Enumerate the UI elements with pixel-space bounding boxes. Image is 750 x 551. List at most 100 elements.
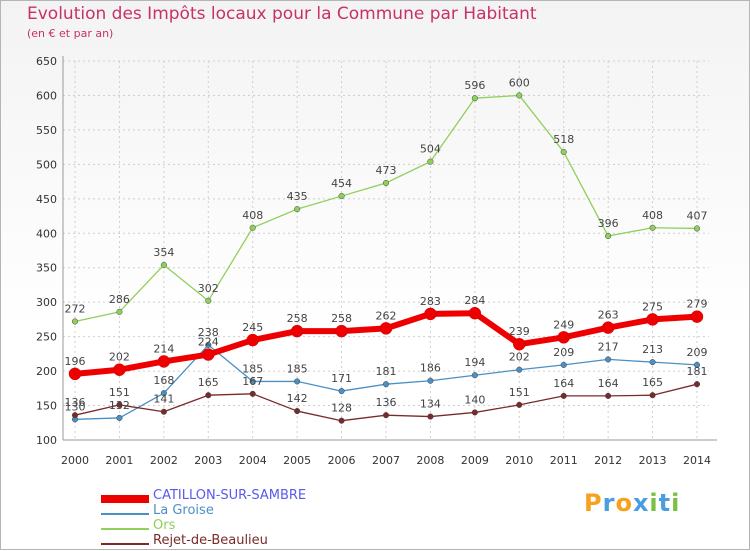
data-label: 164: [553, 377, 574, 390]
data-point: [557, 331, 570, 344]
data-point: [605, 356, 612, 363]
legend-swatch: [101, 528, 149, 530]
x-tick-label: 2004: [239, 454, 267, 467]
data-label: 186: [420, 362, 441, 375]
logo-letter: o: [615, 489, 633, 517]
data-label: 408: [242, 209, 263, 222]
data-point: [294, 206, 301, 213]
data-point: [202, 348, 215, 361]
data-point: [468, 306, 482, 320]
data-point: [379, 322, 393, 335]
data-label: 396: [598, 217, 619, 230]
legend-label: Rejet-de-Beaulieu: [153, 533, 268, 548]
data-label: 245: [242, 321, 263, 334]
data-label: 504: [420, 143, 441, 156]
data-label: 167: [242, 375, 263, 388]
legend-label: La Groise: [153, 503, 214, 518]
data-label: 209: [553, 346, 574, 359]
data-label: 284: [464, 294, 485, 307]
data-label: 435: [287, 190, 308, 203]
chart-title: Evolution des Impôts locaux pour la Comm…: [27, 4, 537, 24]
data-label: 141: [153, 393, 174, 406]
data-point: [382, 412, 390, 419]
data-point: [649, 359, 656, 366]
data-point: [693, 381, 701, 388]
data-label: 202: [509, 351, 530, 364]
data-point: [601, 321, 615, 334]
data-point: [116, 401, 123, 408]
x-tick-label: 2006: [328, 454, 356, 467]
data-point: [116, 414, 123, 421]
data-label: 354: [153, 246, 174, 259]
y-tick-label: 650: [36, 55, 57, 68]
legend-label: CATILLON-SUR-SAMBRE: [153, 488, 307, 503]
data-label: 224: [198, 336, 219, 349]
data-label: 454: [331, 177, 352, 190]
data-point: [338, 417, 345, 424]
data-point: [246, 333, 259, 347]
data-label: 202: [109, 351, 130, 364]
y-tick-label: 100: [36, 434, 57, 447]
data-label: 518: [553, 133, 574, 146]
data-label: 196: [65, 355, 86, 368]
data-label: 258: [287, 312, 308, 325]
x-tick-label: 2013: [639, 454, 667, 467]
data-point: [690, 310, 704, 323]
x-tick-label: 2005: [283, 454, 311, 467]
x-tick-label: 2008: [416, 454, 444, 467]
logo-letter: P: [584, 489, 603, 517]
y-tick-label: 400: [36, 227, 57, 240]
data-point: [471, 409, 478, 416]
y-tick-label: 150: [36, 400, 57, 413]
data-label: 249: [553, 318, 574, 331]
logo-letter: i: [671, 489, 681, 517]
data-point: [560, 148, 567, 156]
y-tick-label: 450: [36, 193, 57, 206]
data-point: [649, 224, 656, 231]
data-label: 132: [109, 399, 130, 412]
data-point: [471, 372, 478, 379]
data-label: 263: [598, 309, 619, 322]
x-tick-label: 2011: [550, 454, 578, 467]
y-tick-label: 300: [36, 296, 57, 309]
data-label: 185: [287, 362, 308, 375]
data-point: [160, 390, 167, 397]
data-label: 275: [642, 300, 663, 313]
legend-swatch: [101, 513, 149, 515]
data-label: 128: [331, 402, 352, 415]
data-label: 217: [598, 340, 619, 353]
x-tick-label: 2012: [594, 454, 622, 467]
data-point: [71, 412, 79, 419]
logo-letter: i: [649, 489, 659, 517]
data-point: [157, 355, 171, 368]
data-point: [294, 408, 301, 415]
data-point: [605, 232, 612, 240]
x-tick-label: 2000: [61, 454, 89, 467]
data-point: [205, 341, 212, 348]
data-point: [71, 318, 79, 325]
data-point: [516, 401, 523, 408]
data-label: 407: [687, 209, 708, 222]
y-tick-label: 500: [36, 158, 57, 171]
data-point: [249, 390, 256, 397]
data-point: [113, 363, 126, 376]
data-label: 408: [642, 209, 663, 222]
data-point: [290, 324, 304, 338]
data-point: [205, 392, 212, 399]
data-label: 181: [376, 365, 397, 378]
data-label: 473: [376, 164, 397, 177]
data-label: 136: [65, 396, 86, 409]
proxiti-logo: Proxiti: [584, 489, 680, 517]
data-label: 165: [642, 376, 663, 389]
data-point: [516, 92, 523, 99]
data-point: [471, 95, 478, 102]
data-label: 130: [65, 400, 86, 413]
logo-letter: r: [602, 489, 616, 517]
data-point: [646, 313, 659, 326]
data-label: 134: [420, 398, 441, 411]
x-tick-label: 2007: [372, 454, 400, 467]
data-label: 168: [153, 374, 174, 387]
y-tick-label: 250: [36, 331, 57, 344]
data-label: 140: [464, 393, 485, 406]
data-point: [382, 179, 390, 187]
